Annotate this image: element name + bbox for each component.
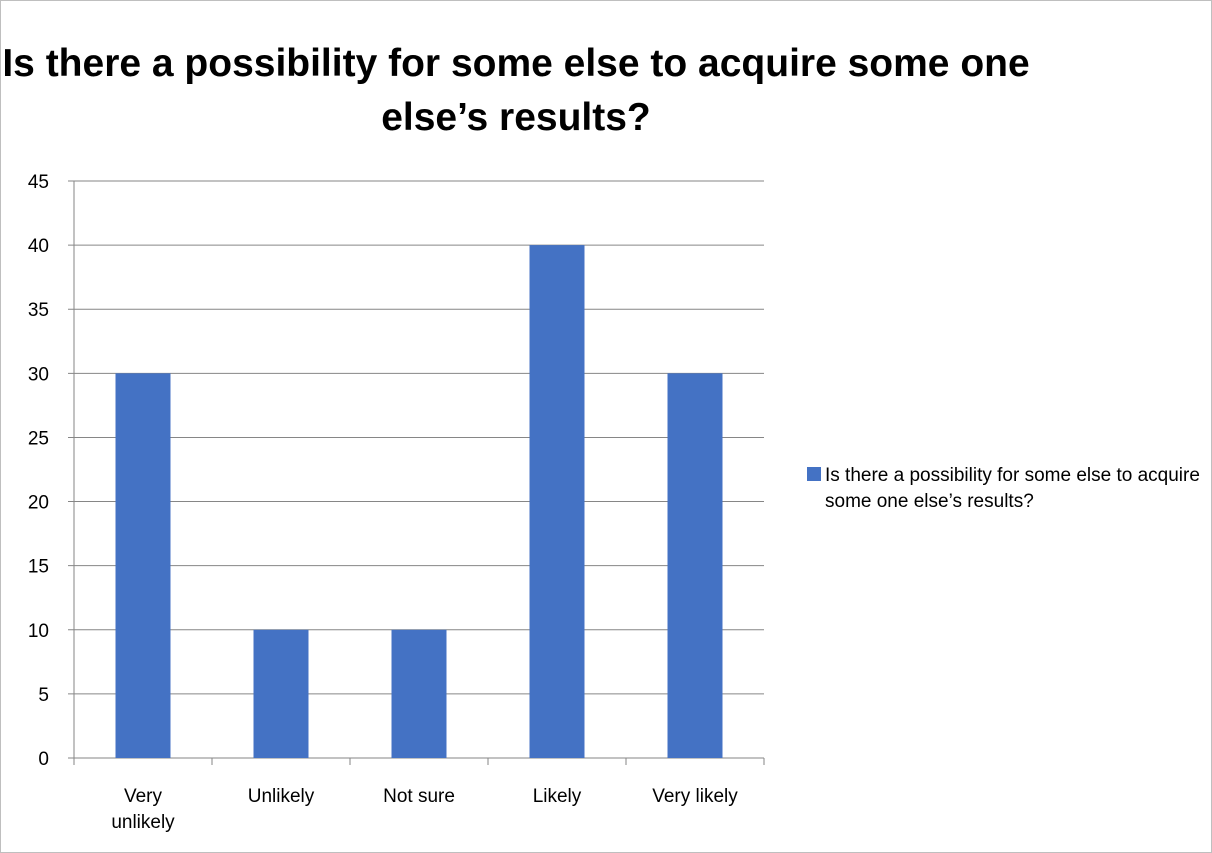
y-tick-label: 0 [38,749,49,770]
legend-swatch [807,467,821,481]
bar [253,629,309,758]
x-tick-label: Unlikely [248,786,315,807]
y-tick-label: 20 [28,493,49,514]
bar [667,373,723,758]
bar [529,245,585,759]
y-tick-label: 10 [28,621,49,642]
x-tick-label: Very likely [652,786,738,807]
x-tick-label: Likely [533,786,582,807]
x-tick-label: Not sure [383,786,455,807]
y-tick-label: 25 [28,428,49,449]
y-tick-label: 45 [28,172,49,193]
chart-title: Is there a possibility for some else to … [2,42,1030,139]
y-tick-label: 40 [28,236,49,257]
legend-label: Is there a possibility for some else to … [825,465,1200,512]
y-tick-label: 35 [28,300,49,321]
bar [115,373,171,758]
y-tick-label: 15 [28,557,49,578]
y-tick-label: 5 [38,685,49,706]
y-tick-label: 30 [28,364,49,385]
x-tick-label: Very unlikely [111,786,175,833]
bar [391,629,447,758]
